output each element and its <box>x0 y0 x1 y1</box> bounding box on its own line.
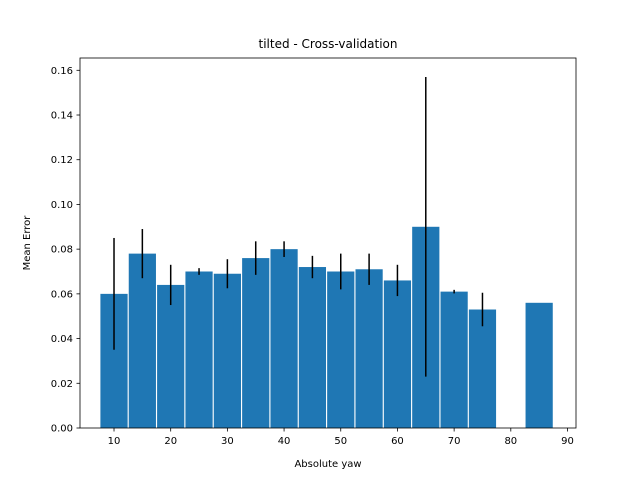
y-tick-label-0.02: 0.02 <box>51 379 73 390</box>
x-tick-label-90: 90 <box>561 436 574 447</box>
y-tick-label-0.10: 0.10 <box>51 200 73 211</box>
bar-55 <box>355 269 382 428</box>
x-axis-ticks: 10 20 30 40 50 60 70 80 90 <box>108 428 574 447</box>
bar-70 <box>441 292 468 428</box>
bar-15 <box>129 254 156 428</box>
x-tick-label-20: 20 <box>164 436 177 447</box>
x-tick-label-60: 60 <box>391 436 404 447</box>
y-tick-label-0.08: 0.08 <box>51 245 73 256</box>
bar-85 <box>526 303 553 428</box>
y-axis-label: Mean Error <box>22 215 33 271</box>
y-tick-label-0.14: 0.14 <box>51 111 73 122</box>
y-tick-label-0.12: 0.12 <box>51 155 73 166</box>
x-tick-label-10: 10 <box>108 436 121 447</box>
bar-75 <box>469 310 496 428</box>
bar-45 <box>299 267 326 428</box>
y-tick-label-0.16: 0.16 <box>51 66 73 77</box>
x-axis-label: Absolute yaw <box>294 459 361 470</box>
bar-60 <box>384 280 411 428</box>
x-tick-label-80: 80 <box>504 436 517 447</box>
chart-title: tilted - Cross-validation <box>258 37 397 51</box>
x-tick-label-40: 40 <box>278 436 291 447</box>
y-axis-ticks: 0.00 0.02 0.04 0.06 0.08 0.10 0.12 0.14 0.16 <box>51 66 80 435</box>
y-tick-label-0.00: 0.00 <box>51 424 73 435</box>
bar-35 <box>242 258 269 428</box>
bar-20 <box>157 285 184 428</box>
x-tick-label-70: 70 <box>448 436 461 447</box>
y-tick-label-0.04: 0.04 <box>51 334 73 345</box>
bar-50 <box>327 272 354 428</box>
bar-30 <box>214 274 241 428</box>
bar-25 <box>185 272 212 428</box>
x-tick-label-30: 30 <box>221 436 234 447</box>
x-tick-label-50: 50 <box>334 436 347 447</box>
y-tick-label-0.06: 0.06 <box>51 289 73 300</box>
bar-40 <box>270 249 297 428</box>
bars-group <box>100 227 552 428</box>
